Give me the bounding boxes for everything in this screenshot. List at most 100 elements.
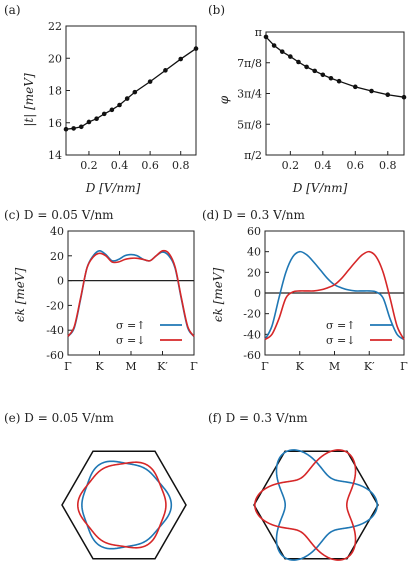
panel-b-xtick-label: 0.2 (282, 159, 300, 172)
panel-a-point (193, 46, 199, 51)
panel-a-point (124, 96, 130, 101)
panel-b-line (265, 36, 405, 98)
panel-b-ytick-label: π (255, 26, 262, 39)
panel-b-ytick-label: 3π/4 (237, 88, 262, 101)
panel-e-contour-up (81, 460, 173, 550)
panel-label-a: (a) (4, 3, 21, 17)
panel-c-xtick-label: K′ (157, 360, 168, 373)
panel-d-series-down (264, 250, 405, 341)
panel-b-point (288, 54, 293, 59)
panel-c-ytick-label: 0 (57, 275, 64, 288)
panel-label-c: (c) D = 0.05 V/nm (4, 208, 114, 222)
panel-c-xtick-label: M (125, 360, 136, 373)
panel-a-point (109, 107, 115, 113)
panel-b-point (304, 64, 309, 70)
panel-c-ytick-label: 20 (50, 250, 64, 263)
panel-c-ytick-label: -40 (46, 324, 64, 337)
panel-a-ytick-label: 22 (48, 20, 62, 33)
panel-a-point (86, 119, 92, 125)
panel-c-xtick-label: Γ (64, 360, 72, 373)
panel-b-point (328, 75, 334, 81)
panel-b-point (312, 68, 318, 74)
panel-label-b: (b) (208, 3, 225, 17)
panel-a-point (117, 102, 122, 108)
panel-a-point (101, 111, 107, 117)
panel-d-xtick-label: M (329, 360, 340, 373)
panel-b-point (401, 94, 407, 100)
panel-a-point (63, 126, 69, 132)
panel-c-ytick-label: -20 (46, 299, 64, 312)
panel-d-xtick-label: Γ (400, 360, 408, 373)
panel-b-ylabel: φ (217, 95, 231, 104)
panel-c-ytick-label: -60 (46, 349, 64, 362)
panel-a-point (163, 68, 168, 73)
panel-a-xlabel: D [V/nm] (85, 181, 141, 195)
panel-d-ytick-label: 20 (247, 266, 261, 279)
panel-b-point (385, 92, 391, 98)
panel-b-point (271, 43, 277, 48)
panel-b-xlabel: D [V/nm] (292, 181, 348, 195)
panel-c-xtick-label: Γ (190, 360, 198, 373)
panel-a-point (94, 116, 99, 122)
panel-b-point (279, 49, 285, 54)
panel-a-xtick-label: 0.4 (111, 159, 129, 172)
panel-c-title: D = 0.05 V/nm (24, 208, 114, 222)
panel-d-ylabel: ϵk [meV] (211, 268, 225, 323)
panel-d-ytick-label: 0 (254, 287, 261, 300)
panel-c-legend-label-up: σ =↑ (116, 319, 145, 332)
panel-b-point (352, 84, 358, 90)
panel-d-ytick-label: -40 (243, 328, 261, 341)
panel-d-title: D = 0.3 V/nm (223, 208, 306, 222)
panel-a-ytick-label: 14 (48, 149, 62, 162)
panel-c-ytick-label: 40 (50, 225, 64, 238)
panel-a-point (71, 126, 76, 131)
panel-a-point (147, 79, 153, 84)
panel-a-frame (65, 25, 197, 156)
panel-d-ytick-label: -20 (243, 308, 261, 321)
panel-label-e: (e) D = 0.05 V/nm (4, 411, 115, 425)
plots-layer: 0.2 0.4 0.6 0.8 14 16 18 20 22 0.2 0.4 0.6 0.8 π/2 5π/… (46, 20, 408, 561)
panel-a-xtick-label: 0.2 (80, 159, 98, 172)
panel-a-ytick-label: 16 (48, 117, 62, 130)
panel-b-point (320, 72, 326, 78)
panel-f-bz-hexagon (253, 450, 379, 560)
panel-b-point (336, 78, 342, 84)
panel-c-series-down (67, 249, 195, 337)
panel-d-legend-label-up: σ =↑ (326, 319, 355, 332)
panel-label-f: (f) D = 0.3 V/nm (208, 411, 308, 425)
panel-b-ytick-label: 7π/8 (237, 57, 262, 70)
panel-d-ytick-label: 40 (247, 246, 261, 259)
panel-c-ylabel: ϵk [meV] (13, 268, 27, 323)
panel-a-point (132, 89, 138, 95)
panel-a-ytick-label: 20 (48, 52, 62, 65)
panel-c-legend-label-down: σ =↓ (116, 334, 145, 347)
panel-b-ytick-label: 5π/8 (237, 118, 262, 131)
panel-e-title: D = 0.05 V/nm (24, 411, 114, 425)
panel-d-ytick-label: -60 (243, 349, 261, 362)
panel-d-ytick-label: 60 (247, 225, 261, 238)
panel-a-xtick-label: 0.6 (141, 159, 159, 172)
panel-f-title: D = 0.3 V/nm (226, 411, 309, 425)
panel-e-bz-hexagon (61, 450, 187, 560)
panel-b-xtick-label: 0.4 (314, 159, 332, 172)
panel-b-point (369, 88, 374, 94)
panel-a-point (78, 124, 84, 130)
panel-e-contour-down (76, 461, 167, 549)
panel-d-xtick-label: K (296, 360, 305, 373)
panel-b-point (263, 34, 269, 40)
panel-d-legend-label-down: σ =↓ (326, 334, 355, 347)
panel-a-xtick-label: 0.8 (172, 159, 190, 172)
panel-a-point (178, 56, 184, 62)
panel-c-xtick-label: K (95, 360, 104, 373)
panel-label-d: (d) D = 0.3 V/nm (202, 208, 306, 222)
panel-d-xtick-label: K′ (364, 360, 375, 373)
panel-d-xtick-label: Γ (261, 360, 269, 373)
panel-a-ytick-label: 18 (48, 85, 62, 98)
panel-b-ytick-label: π/2 (244, 149, 262, 162)
panel-b-point (296, 59, 301, 65)
panel-b-xtick-label: 0.6 (347, 159, 365, 172)
panel-f-contour-down (254, 449, 357, 561)
panel-b-xtick-label: 0.8 (379, 159, 397, 172)
panel-a-line (65, 48, 197, 130)
